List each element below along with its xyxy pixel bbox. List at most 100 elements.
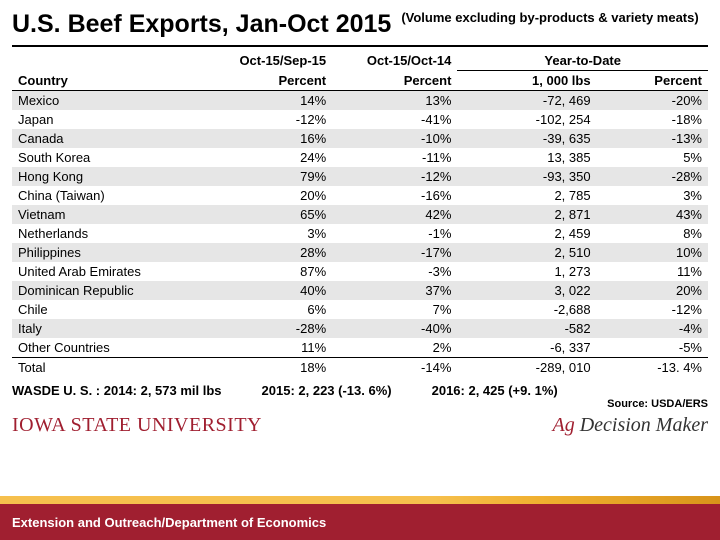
table-row: Japan-12%-41%-102, 254-18% <box>12 110 708 129</box>
cell-country: Philippines <box>12 243 207 262</box>
cell-country: Mexico <box>12 91 207 111</box>
cell-country: Japan <box>12 110 207 129</box>
table-row: Philippines28%-17%2, 51010% <box>12 243 708 262</box>
cell-c2: -28% <box>207 319 332 338</box>
cell-c4: 2, 871 <box>457 205 596 224</box>
cell-c5: -5% <box>597 338 708 358</box>
cell-c3: 7% <box>332 300 457 319</box>
total-c2: 18% <box>207 358 332 378</box>
cell-country: Chile <box>12 300 207 319</box>
table-row: Canada16%-10%-39, 635-13% <box>12 129 708 148</box>
cell-c2: 65% <box>207 205 332 224</box>
isu-logo: IOWA STATE UNIVERSITY <box>12 414 262 437</box>
cell-c3: -17% <box>332 243 457 262</box>
table-row: Hong Kong79%-12%-93, 350-28% <box>12 167 708 186</box>
cell-c2: 20% <box>207 186 332 205</box>
cell-c5: -4% <box>597 319 708 338</box>
cell-c4: -72, 469 <box>457 91 596 111</box>
cell-c3: -41% <box>332 110 457 129</box>
cell-country: United Arab Emirates <box>12 262 207 281</box>
cell-c4: -582 <box>457 319 596 338</box>
cell-c5: -28% <box>597 167 708 186</box>
cell-c2: 11% <box>207 338 332 358</box>
total-c3: -14% <box>332 358 457 378</box>
table-row: South Korea24%-11%13, 3855% <box>12 148 708 167</box>
header-ytd: Year-to-Date <box>457 51 708 71</box>
table-row: Chile6%7%-2,688-12% <box>12 300 708 319</box>
cell-c2: 14% <box>207 91 332 111</box>
cell-c3: -1% <box>332 224 457 243</box>
cell-c4: 13, 385 <box>457 148 596 167</box>
cell-c2: 28% <box>207 243 332 262</box>
cell-c3: -16% <box>332 186 457 205</box>
footer-text: Extension and Outreach/Department of Eco… <box>12 515 326 530</box>
cell-c5: -13% <box>597 129 708 148</box>
subhead-col3: Percent <box>332 71 457 91</box>
subhead-col2: Percent <box>207 71 332 91</box>
cell-c4: -6, 337 <box>457 338 596 358</box>
cell-c4: 1, 273 <box>457 262 596 281</box>
cell-c4: -2,688 <box>457 300 596 319</box>
cell-c3: -3% <box>332 262 457 281</box>
cell-country: Other Countries <box>12 338 207 358</box>
footer-bar: Extension and Outreach/Department of Eco… <box>0 496 720 540</box>
cell-c4: 3, 022 <box>457 281 596 300</box>
cell-c3: -40% <box>332 319 457 338</box>
cell-c2: 24% <box>207 148 332 167</box>
source-label: Source: USDA/ERS <box>0 398 720 410</box>
table-row: Vietnam65%42%2, 87143% <box>12 205 708 224</box>
cell-c3: 37% <box>332 281 457 300</box>
cell-c2: 6% <box>207 300 332 319</box>
header-col3: Oct-15/Oct-14 <box>332 51 457 71</box>
cell-c4: 2, 459 <box>457 224 596 243</box>
cell-c2: 40% <box>207 281 332 300</box>
cell-country: Hong Kong <box>12 167 207 186</box>
cell-c2: 3% <box>207 224 332 243</box>
cell-c5: -18% <box>597 110 708 129</box>
cell-c5: 10% <box>597 243 708 262</box>
footnote-3: 2016: 2, 425 (+9. 1%) <box>432 383 558 398</box>
cell-country: Italy <box>12 319 207 338</box>
adm-logo: Ag Decision Maker <box>552 414 708 437</box>
cell-c4: -93, 350 <box>457 167 596 186</box>
cell-c5: -20% <box>597 91 708 111</box>
cell-c4: -102, 254 <box>457 110 596 129</box>
page-subtitle: (Volume excluding by-products & variety … <box>401 10 698 26</box>
total-c4: -289, 010 <box>457 358 596 378</box>
exports-table: Oct-15/Sep-15 Oct-15/Oct-14 Year-to-Date… <box>12 51 708 377</box>
cell-c2: 16% <box>207 129 332 148</box>
table-row: Italy-28%-40%-582-4% <box>12 319 708 338</box>
cell-c3: 13% <box>332 91 457 111</box>
header-col2: Oct-15/Sep-15 <box>207 51 332 71</box>
table-row: Other Countries11%2%-6, 337-5% <box>12 338 708 358</box>
cell-c2: 79% <box>207 167 332 186</box>
page-title: U.S. Beef Exports, Jan-Oct 2015 <box>12 10 391 39</box>
table-row: Netherlands3%-1%2, 4598% <box>12 224 708 243</box>
table-row: United Arab Emirates87%-3%1, 27311% <box>12 262 708 281</box>
cell-c2: 87% <box>207 262 332 281</box>
cell-country: Vietnam <box>12 205 207 224</box>
cell-c2: -12% <box>207 110 332 129</box>
cell-country: South Korea <box>12 148 207 167</box>
cell-c3: -11% <box>332 148 457 167</box>
gold-gradient <box>0 496 720 504</box>
cell-c5: -12% <box>597 300 708 319</box>
cell-c3: -12% <box>332 167 457 186</box>
cell-c5: 5% <box>597 148 708 167</box>
cell-country: China (Taiwan) <box>12 186 207 205</box>
cell-c4: -39, 635 <box>457 129 596 148</box>
title-divider <box>12 45 708 47</box>
header-country: Country <box>12 71 207 91</box>
cell-country: Netherlands <box>12 224 207 243</box>
table-row: Dominican Republic40%37%3, 02220% <box>12 281 708 300</box>
cell-country: Dominican Republic <box>12 281 207 300</box>
cell-c3: 2% <box>332 338 457 358</box>
cell-c5: 8% <box>597 224 708 243</box>
cell-country: Canada <box>12 129 207 148</box>
cell-c5: 43% <box>597 205 708 224</box>
footnote-2: 2015: 2, 223 (-13. 6%) <box>262 383 392 398</box>
cell-c5: 11% <box>597 262 708 281</box>
total-c5: -13. 4% <box>597 358 708 378</box>
total-label: Total <box>12 358 207 378</box>
cell-c4: 2, 510 <box>457 243 596 262</box>
